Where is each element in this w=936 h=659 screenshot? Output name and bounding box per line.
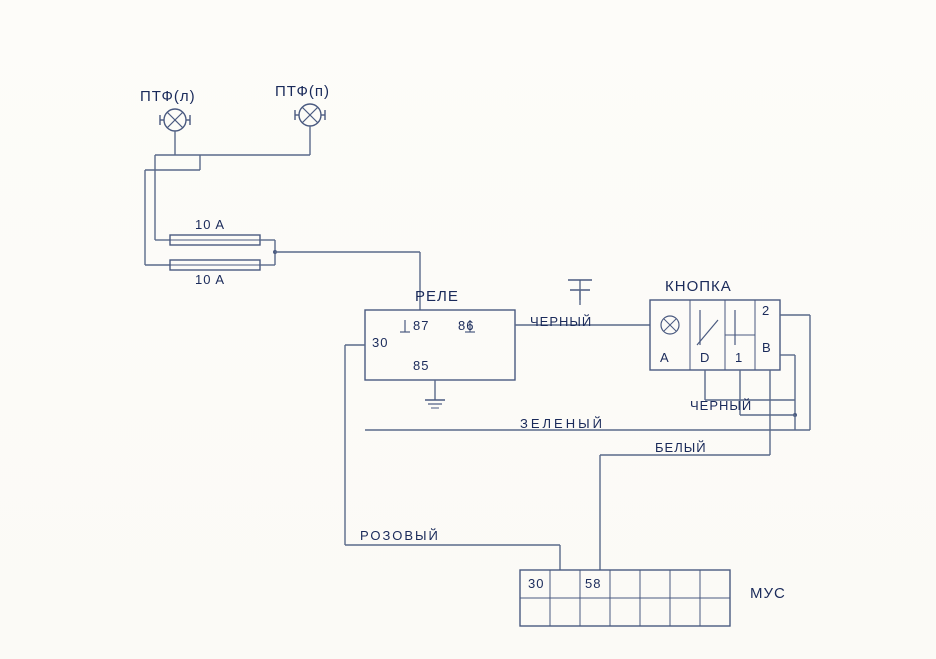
lamp-ptf-right <box>295 104 325 126</box>
relay-title: РЕЛЕ <box>415 288 459 305</box>
relay-30: 30 <box>372 335 388 350</box>
mus-title: МУС <box>750 585 786 602</box>
wire-green: ЗЕЛЕНЫЙ <box>520 416 605 431</box>
button-A: A <box>660 350 670 365</box>
button-2: 2 <box>762 303 770 318</box>
button-B: B <box>762 340 772 355</box>
circuit-diagram: { "canvas": { "width": 936, "height": 65… <box>0 0 936 659</box>
wire-pink: РОЗОВЫЙ <box>360 528 440 543</box>
wire-white: БЕЛЫЙ <box>655 440 707 455</box>
fuse-top-label: 10 A <box>195 217 225 232</box>
button-D: D <box>700 350 710 365</box>
wire-black-1: ЧЕРНЫЙ <box>530 314 592 329</box>
relay-87: 87 <box>413 318 429 333</box>
label-ptf-l: ПТФ(л) <box>140 88 196 105</box>
relay-86: 86 <box>458 318 474 333</box>
mus-30: 30 <box>528 576 544 591</box>
mus-block <box>520 570 730 626</box>
mus-58: 58 <box>585 576 601 591</box>
button-1: 1 <box>735 350 743 365</box>
button-title: КНОПКА <box>665 278 732 295</box>
lamp-ptf-left <box>160 109 190 131</box>
fuse-bottom <box>170 260 260 270</box>
relay-85: 85 <box>413 358 429 373</box>
label-ptf-r: ПТФ(п) <box>275 83 330 100</box>
fuse-top <box>170 235 260 245</box>
wire-black-2: ЧЕРНЫЙ <box>690 398 752 413</box>
fuse-bottom-label: 10 A <box>195 272 225 287</box>
